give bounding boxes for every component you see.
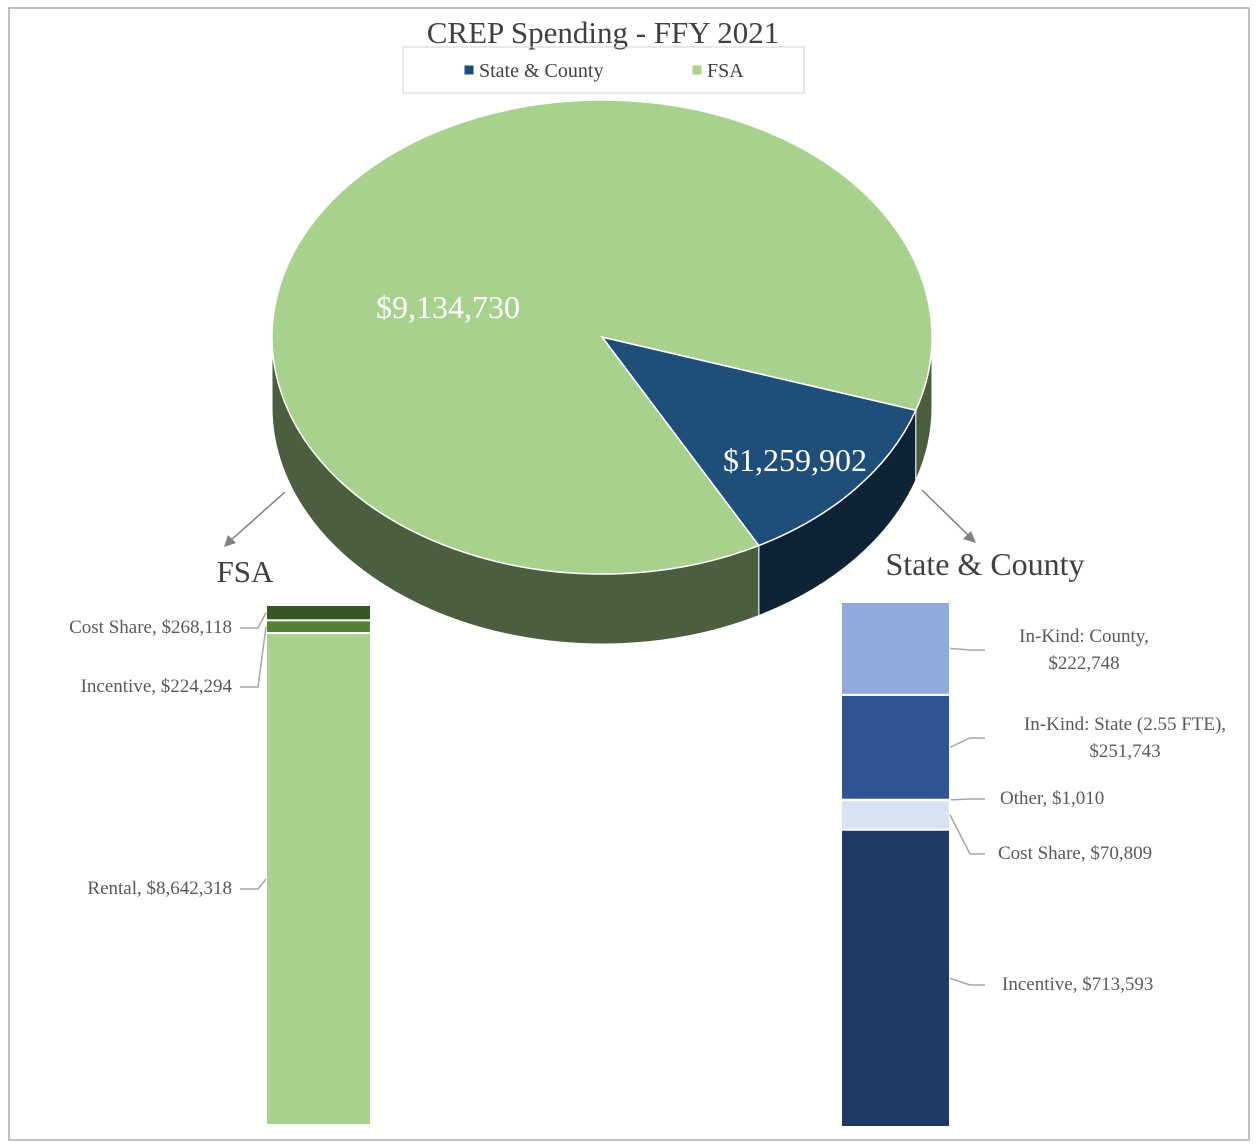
segment-label: Cost Share, $268,118 — [69, 617, 232, 638]
legend-swatch — [691, 64, 703, 76]
segment-label: Cost Share, $70,809 — [998, 843, 1153, 864]
segment-label: Incentive, $713,593 — [1002, 974, 1154, 995]
pie-slice — [271, 99, 933, 575]
legend-swatch — [463, 64, 475, 76]
stack-segment — [265, 632, 372, 1126]
arrow-head — [963, 531, 976, 543]
pie-value-label: $9,134,730 — [376, 289, 520, 325]
pie-slice — [600, 335, 917, 547]
legend-box — [402, 46, 805, 94]
stack-title: State & County — [885, 546, 1084, 582]
stack-segment — [265, 619, 372, 635]
chart-border — [8, 7, 1250, 1141]
leader-line — [949, 814, 985, 855]
leader-line — [949, 977, 985, 986]
segment-label: In-Kind: County, $222,748 — [1019, 626, 1149, 674]
leader-line — [240, 878, 267, 890]
leader-line — [949, 798, 985, 801]
arrow-head — [224, 535, 236, 547]
stack-title: FSA — [217, 554, 274, 589]
stack-segment — [265, 604, 372, 622]
stack-segment — [840, 693, 951, 801]
stack-segment — [840, 799, 951, 831]
segment-label: Incentive, $224,294 — [80, 676, 232, 697]
leader-line — [949, 737, 985, 748]
stack-segment — [840, 601, 951, 696]
leader-line — [240, 612, 267, 629]
segment-label: In-Kind: State (2.55 FTE), $251,743 — [1023, 714, 1227, 762]
arrow — [229, 491, 286, 542]
pie-value-label: $1,259,902 — [723, 442, 867, 478]
arrow — [921, 489, 970, 537]
leader-line — [240, 626, 267, 688]
legend-label: State & County — [479, 60, 603, 82]
stack-segment — [840, 828, 951, 1128]
segment-label: Rental, $8,642,318 — [87, 878, 232, 899]
legend-label: FSA — [707, 60, 744, 82]
leader-line — [949, 647, 985, 651]
segment-label: Other, $1,010 — [1000, 788, 1105, 809]
chart-title: CREP Spending - FFY 2021 — [427, 15, 780, 50]
